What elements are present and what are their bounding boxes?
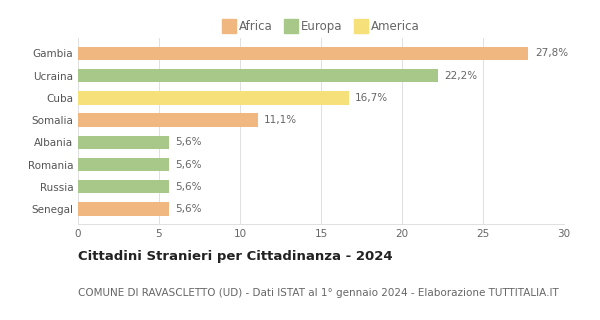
Text: 5,6%: 5,6% [175, 182, 202, 192]
Bar [78, 180, 169, 193]
Text: 16,7%: 16,7% [355, 93, 388, 103]
Bar [78, 136, 169, 149]
Bar [78, 69, 437, 82]
Text: Cittadini Stranieri per Cittadinanza - 2024: Cittadini Stranieri per Cittadinanza - 2… [78, 250, 392, 263]
Bar [78, 158, 169, 171]
Bar [78, 47, 529, 60]
Text: 5,6%: 5,6% [175, 137, 202, 147]
Text: 11,1%: 11,1% [264, 115, 298, 125]
Legend: Africa, Europa, America: Africa, Europa, America [219, 16, 423, 36]
Bar [78, 202, 169, 216]
Text: 27,8%: 27,8% [535, 49, 568, 59]
Bar [78, 113, 258, 127]
Text: COMUNE DI RAVASCLETTO (UD) - Dati ISTAT al 1° gennaio 2024 - Elaborazione TUTTIT: COMUNE DI RAVASCLETTO (UD) - Dati ISTAT … [78, 288, 559, 298]
Bar [78, 91, 349, 105]
Text: 5,6%: 5,6% [175, 204, 202, 214]
Text: 22,2%: 22,2% [444, 71, 477, 81]
Text: 5,6%: 5,6% [175, 159, 202, 170]
